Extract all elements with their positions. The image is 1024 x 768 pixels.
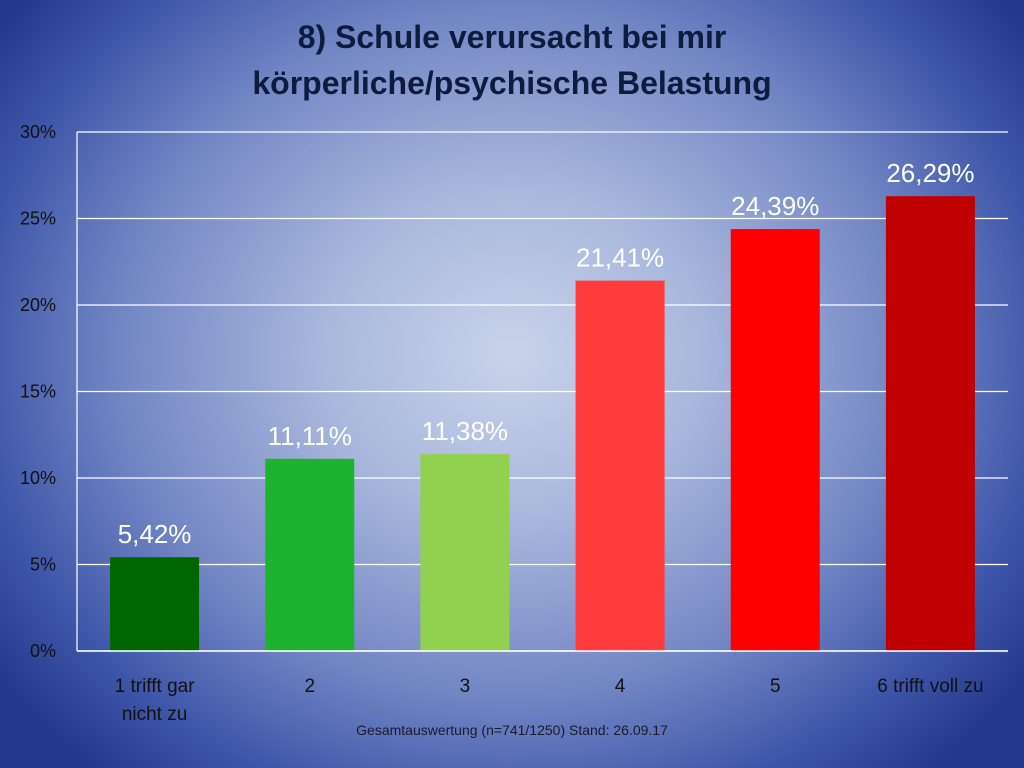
x-tick-label-line: 5 xyxy=(770,676,781,697)
data-label: 11,38% xyxy=(422,416,508,446)
bar xyxy=(420,454,510,651)
x-tick-label-line: 2 xyxy=(304,676,315,697)
chart-title: 8) Schule verursacht bei mir körperliche… xyxy=(0,14,1024,106)
data-label: 26,29% xyxy=(886,158,974,188)
bar xyxy=(730,229,820,652)
x-tick-label: 6 trifft voll zu xyxy=(877,676,983,697)
bar xyxy=(575,280,665,651)
x-tick-label: 1 trifft gar nicht zu xyxy=(115,676,196,725)
y-tick-label: 0% xyxy=(30,641,56,661)
data-label: 11,11% xyxy=(268,421,352,451)
data-label: 5,42% xyxy=(118,519,192,549)
x-tick-label: 2 xyxy=(304,676,315,697)
data-label: 24,39% xyxy=(731,191,819,221)
x-tick-label: 4 xyxy=(615,676,626,697)
chart-title-line-1: 8) Schule verursacht bei mir xyxy=(297,19,727,55)
bar xyxy=(265,458,355,651)
x-tick-label-line: 1 trifft gar xyxy=(115,676,196,697)
x-tick-label-line: 4 xyxy=(615,676,626,697)
y-tick-label: 5% xyxy=(30,555,56,575)
y-tick-label: 15% xyxy=(20,382,56,402)
y-tick-label: 10% xyxy=(20,468,56,488)
y-tick-label: 20% xyxy=(20,295,56,315)
x-tick-label: 5 xyxy=(770,676,781,697)
footnote: Gesamtauswertung (n=741/1250) Stand: 26.… xyxy=(356,722,668,738)
bar xyxy=(885,196,975,652)
chart-title-line-2: körperliche/psychische Belastung xyxy=(252,65,772,101)
x-tick-label-line: 6 trifft voll zu xyxy=(877,676,983,697)
y-tick-label: 30% xyxy=(20,122,56,142)
y-tick-label: 25% xyxy=(20,209,56,229)
x-tick-label: 3 xyxy=(460,676,471,697)
x-tick-label-line: 3 xyxy=(460,676,471,697)
data-label: 21,41% xyxy=(576,243,664,273)
x-tick-label-line: nicht zu xyxy=(122,704,187,725)
bar xyxy=(110,557,200,651)
